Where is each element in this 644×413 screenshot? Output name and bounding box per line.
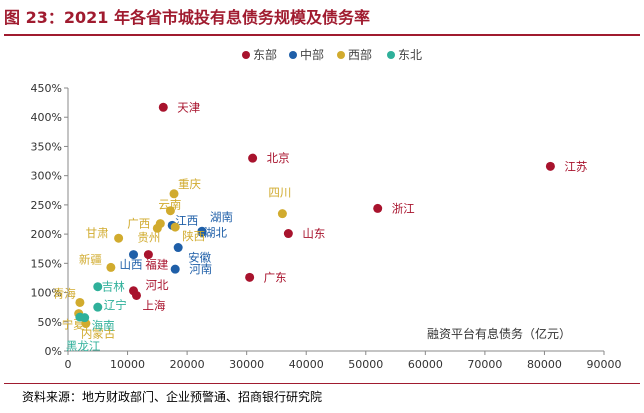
x-tick-label: 70000: [467, 358, 502, 371]
x-tick-label: 10000: [110, 358, 145, 371]
point-label: 海南: [92, 319, 115, 333]
y-tick-label: 200%: [31, 228, 62, 241]
data-point: [170, 222, 180, 232]
data-point: [143, 250, 153, 260]
data-point: [129, 250, 139, 260]
legend-label: 东部: [253, 47, 277, 62]
legend-marker: [289, 51, 297, 59]
y-tick-label: 50%: [38, 316, 62, 329]
axes: 0% 50% 100% 150% 200% 250% 300% 350% 400% 450% 0 10…: [31, 82, 622, 371]
point-label: 内蒙古: [81, 327, 116, 341]
data-point: [169, 189, 179, 199]
y-tick-label: 300%: [31, 170, 62, 183]
point-label: 广东: [264, 270, 287, 284]
x-tick-label: 0: [65, 358, 72, 371]
y-tick-label: 400%: [31, 111, 62, 124]
point-label: 陕西: [182, 229, 205, 243]
point-label: 上海: [142, 298, 165, 312]
legend-marker: [242, 51, 250, 59]
point-label: 重庆: [178, 177, 201, 191]
point-label: 云南: [158, 198, 181, 212]
data-point: [245, 272, 255, 282]
data-point: [93, 282, 103, 292]
point-label: 安徽: [188, 251, 211, 265]
y-tick-label: 100%: [31, 287, 62, 300]
data-point: [248, 153, 258, 163]
source-divider: [4, 383, 640, 384]
data-point: [277, 209, 287, 219]
point-label: 河北: [146, 278, 169, 292]
point-label: 天津: [177, 100, 200, 114]
point-label: 江西: [175, 213, 198, 227]
data-point: [152, 223, 162, 233]
y-tick-label: 450%: [31, 82, 62, 95]
figure-title: 图 23：2021 年各省市城投有息债务规模及债务率: [4, 8, 370, 27]
data-point: [545, 161, 555, 171]
data-point: [106, 262, 116, 272]
x-tick-label: 80000: [527, 358, 562, 371]
x-tick-label: 90000: [587, 358, 622, 371]
data-point: [283, 229, 293, 239]
data-point: [158, 102, 168, 112]
point-label: 湖南: [210, 210, 233, 224]
legend-label: 中部: [300, 47, 324, 62]
scatter-chart: 东部 中部 西部 东北 0% 50% 100% 150% 200% 250% 300% 350% 40…: [31, 47, 622, 371]
point-label: 福建: [145, 258, 168, 272]
y-tick-label: 150%: [31, 257, 62, 270]
x-axis-label: 融资平台有息债务（亿元）: [427, 326, 571, 341]
data-point: [131, 290, 141, 300]
point-label: 山西: [120, 258, 143, 272]
data-point: [170, 264, 180, 274]
point-label: 河南: [189, 262, 212, 276]
source-note: 资料来源：地方财政部门、企业预警通、招商银行研究院: [22, 390, 323, 404]
point-label: 广西: [127, 217, 150, 231]
point-label: 山东: [302, 227, 325, 241]
point-label: 甘肃: [86, 226, 109, 240]
data-point: [165, 206, 175, 216]
point-label: 新疆: [79, 252, 102, 266]
data-point: [373, 203, 383, 213]
x-tick-label: 50000: [348, 358, 383, 371]
point-label: 江苏: [564, 159, 587, 173]
point-label: 辽宁: [104, 298, 127, 312]
legend-marker: [337, 51, 345, 59]
point-label: 黑龙江: [66, 339, 101, 353]
point-label: 北京: [267, 151, 290, 165]
y-tick-label: 250%: [31, 199, 62, 212]
x-tick-label: 60000: [408, 358, 443, 371]
title-divider: [4, 34, 640, 36]
data-point: [75, 312, 85, 322]
point-label: 吉林: [102, 280, 125, 294]
x-tick-label: 20000: [170, 358, 205, 371]
legend-label: 东北: [398, 48, 422, 62]
data-point: [197, 227, 207, 237]
x-tick-label: 30000: [229, 358, 264, 371]
legend: 东部 中部 西部 东北: [242, 47, 422, 62]
data-point: [173, 243, 183, 253]
point-label: 青海: [53, 286, 76, 300]
data-point: [114, 233, 124, 243]
y-tick-label: 0%: [45, 345, 62, 358]
point-label: 湖北: [204, 225, 227, 239]
y-tick-label: 350%: [31, 140, 62, 153]
data-point: [93, 302, 103, 312]
point-label: 四川: [268, 186, 291, 200]
x-tick-label: 40000: [289, 358, 324, 371]
point-label: 浙江: [392, 201, 415, 215]
point-label: 贵州: [137, 230, 160, 244]
legend-label: 西部: [348, 47, 372, 62]
data-point: [75, 297, 85, 307]
legend-marker: [387, 51, 395, 59]
